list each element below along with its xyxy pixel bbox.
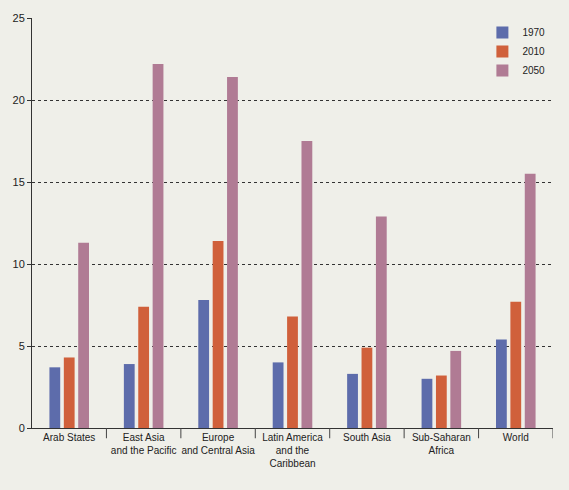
- svg-text:Sub-SaharanAfrica: Sub-SaharanAfrica: [412, 432, 471, 456]
- svg-text:Arab States: Arab States: [43, 432, 95, 443]
- svg-text:1970: 1970: [522, 27, 545, 38]
- svg-text:15: 15: [13, 176, 25, 188]
- svg-text:0: 0: [19, 422, 25, 434]
- svg-text:Europeand Central Asia: Europeand Central Asia: [181, 432, 255, 456]
- svg-text:2010: 2010: [522, 46, 545, 57]
- svg-text:10: 10: [13, 258, 25, 270]
- svg-text:World: World: [503, 432, 529, 443]
- svg-text:South Asia: South Asia: [343, 432, 391, 443]
- svg-text:2050: 2050: [522, 65, 545, 76]
- svg-text:25: 25: [13, 12, 25, 24]
- svg-text:20: 20: [13, 94, 25, 106]
- svg-text:Latin Americaand theCaribbean: Latin Americaand theCaribbean: [262, 432, 323, 469]
- svg-text:5: 5: [19, 340, 25, 352]
- svg-text:East Asiaand the Pacific: East Asiaand the Pacific: [111, 432, 177, 456]
